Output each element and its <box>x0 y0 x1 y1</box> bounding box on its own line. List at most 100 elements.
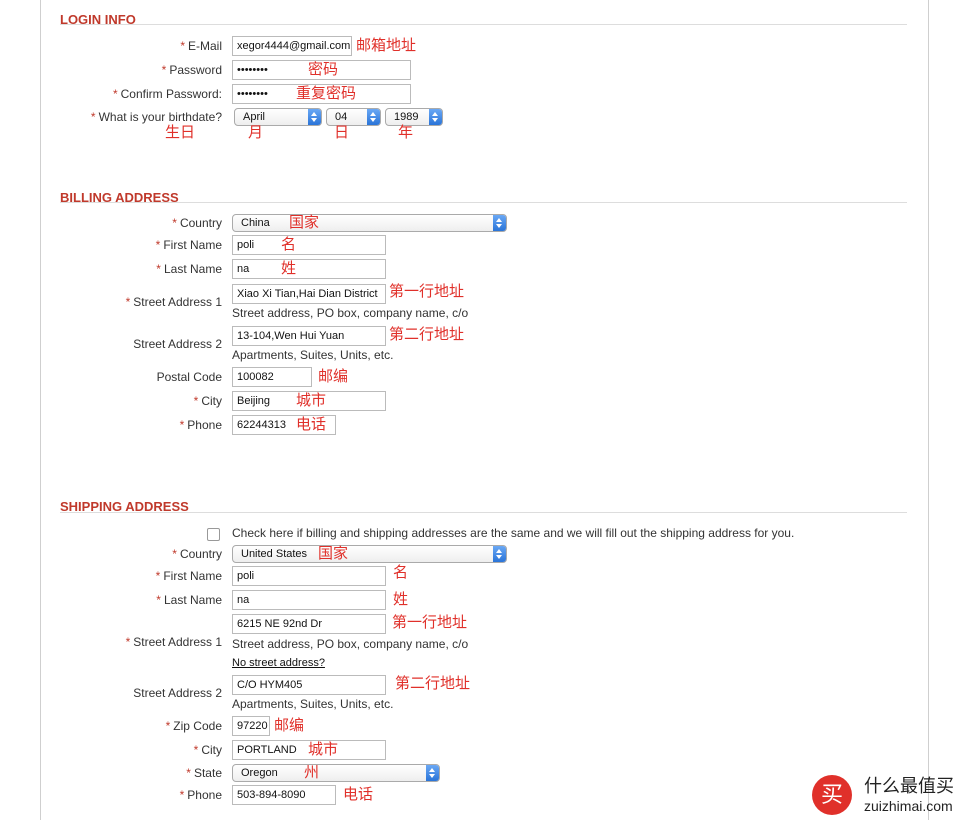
label-text: Confirm Password: <box>120 87 222 101</box>
select-value: 04 <box>335 111 348 123</box>
text-input[interactable]: poli <box>232 235 386 255</box>
required-mark: * <box>156 593 161 607</box>
annotation: 第一行地址 <box>392 614 468 631</box>
annotation: 重复密码 <box>296 85 357 102</box>
text-input[interactable]: 6215 NE 92nd Dr <box>232 614 386 634</box>
annotation: 电话 <box>343 786 374 803</box>
field-label: * First Name <box>156 235 222 255</box>
label-text: First Name <box>163 569 222 583</box>
field-label: * Password <box>162 60 222 80</box>
text-input[interactable]: xegor4444@gmail.com <box>232 36 352 56</box>
section-title: SHIPPING ADDRESS <box>60 499 189 514</box>
text-input[interactable]: poli <box>232 566 386 586</box>
label-text: Postal Code <box>156 370 222 384</box>
label-text: Zip Code <box>173 719 222 733</box>
annotation: 城市 <box>308 741 339 758</box>
date-select[interactable]: 1989 <box>385 108 443 126</box>
required-mark: * <box>172 216 177 230</box>
label-text: Street Address 1 <box>133 635 222 649</box>
field-label: Postal Code <box>157 367 222 387</box>
text-input[interactable]: •••••••• <box>232 84 411 104</box>
field-label: * First Name <box>156 566 222 586</box>
text-input[interactable]: 97220 <box>232 716 270 736</box>
required-mark: * <box>193 394 199 408</box>
required-mark: * <box>112 87 118 101</box>
field-label: * Last Name <box>156 590 222 610</box>
text-input[interactable]: na <box>232 259 386 279</box>
annotation: 城市 <box>296 392 327 409</box>
watermark-brand: 什么最值买 <box>864 776 954 796</box>
annotation: 第二行地址 <box>395 675 471 692</box>
border-left <box>40 0 41 820</box>
required-mark: * <box>155 569 161 583</box>
border-right <box>928 0 929 820</box>
annotation: 州 <box>304 764 320 781</box>
field-label: * Zip Code <box>166 716 222 736</box>
text-input[interactable]: •••••••• <box>232 60 411 80</box>
label-text: Street Address 2 <box>133 337 222 351</box>
label-text: Country <box>179 216 222 230</box>
checkbox-label[interactable]: Check here if billing and shipping addre… <box>232 526 795 540</box>
required-mark: * <box>125 295 131 309</box>
text-input[interactable]: Beijing <box>232 391 386 411</box>
label-text: Phone <box>187 788 222 802</box>
no-street-link[interactable]: No street address? <box>232 657 325 669</box>
annotation: 月 <box>248 124 264 141</box>
field-hint: Apartments, Suites, Units, etc. <box>232 697 394 711</box>
text-input[interactable]: 62244313 <box>232 415 336 435</box>
field-label: Street Address 2 <box>133 683 222 703</box>
text-input[interactable]: 503-894-8090 <box>232 785 336 805</box>
date-select[interactable]: 04 <box>326 108 381 126</box>
select[interactable]: Oregon <box>232 764 440 782</box>
annotation: 日 <box>334 124 350 141</box>
field-label: * Country <box>172 213 222 233</box>
annotation: 国家 <box>318 545 349 562</box>
section-rule <box>60 24 907 25</box>
annotation: 名 <box>281 236 297 253</box>
label-text: Street Address 1 <box>133 295 222 309</box>
section-title: LOGIN INFO <box>60 12 136 27</box>
annotation: 邮箱地址 <box>356 37 417 54</box>
select[interactable]: United States <box>232 545 507 563</box>
text-input[interactable]: Xiao Xi Tian,Hai Dian District <box>232 284 386 304</box>
label-text: Last Name <box>163 262 222 276</box>
text-input[interactable]: 13-104,Wen Hui Yuan <box>232 326 386 346</box>
annotation: 电话 <box>296 416 327 433</box>
required-mark: * <box>179 788 185 802</box>
text-input[interactable]: PORTLAND <box>232 740 386 760</box>
required-mark: * <box>90 110 96 124</box>
date-select[interactable]: April <box>234 108 322 126</box>
required-mark: * <box>156 262 161 276</box>
text-input[interactable]: 100082 <box>232 367 312 387</box>
annotation: 邮编 <box>274 717 305 734</box>
select-arrow <box>429 109 442 125</box>
label-text: State <box>193 766 222 780</box>
annotation: 年 <box>398 124 414 141</box>
field-label: * Confirm Password: <box>113 84 222 104</box>
field-label: Street Address 2 <box>133 334 222 354</box>
section-rule <box>60 512 907 513</box>
text-input[interactable]: C/O HYM405 <box>232 675 386 695</box>
annotation: 姓 <box>393 591 409 608</box>
field-label: * State <box>186 763 222 783</box>
annotation: 生日 <box>165 124 196 141</box>
required-mark: * <box>179 418 185 432</box>
label-text: E-Mail <box>187 39 222 53</box>
field-hint: Street address, PO box, company name, c/… <box>232 306 469 320</box>
annotation: 密码 <box>308 61 339 78</box>
text-input[interactable]: na <box>232 590 386 610</box>
field-label: * Phone <box>180 415 222 435</box>
required-mark: * <box>165 719 171 733</box>
select-value: United States <box>241 548 308 560</box>
select-value: China <box>241 217 270 229</box>
label-text: Phone <box>187 418 222 432</box>
label-text: City <box>201 394 222 408</box>
required-mark: * <box>155 238 161 252</box>
annotation: 姓 <box>281 260 297 277</box>
required-mark: * <box>172 547 177 561</box>
section-title: BILLING ADDRESS <box>60 190 179 205</box>
same-address-checkbox[interactable] <box>207 528 220 541</box>
select[interactable]: China <box>232 214 507 232</box>
select-value: Oregon <box>241 767 278 779</box>
